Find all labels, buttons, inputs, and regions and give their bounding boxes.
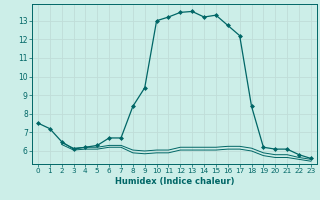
X-axis label: Humidex (Indice chaleur): Humidex (Indice chaleur) xyxy=(115,177,234,186)
